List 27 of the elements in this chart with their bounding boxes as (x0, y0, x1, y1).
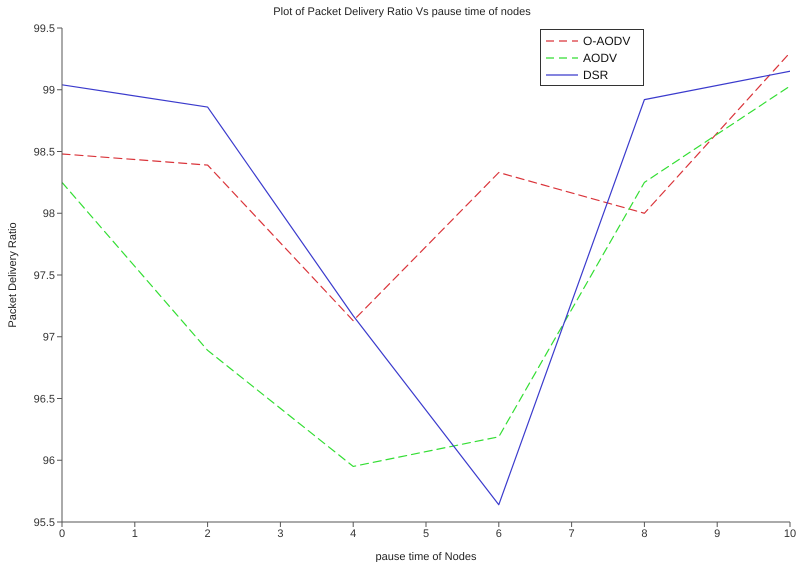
x-tick-label: 6 (496, 528, 502, 540)
x-tick-label: 9 (714, 528, 720, 540)
legend-label: AODV (583, 50, 618, 64)
x-tick-label: 1 (132, 528, 138, 540)
y-tick-label: 96 (42, 455, 55, 468)
x-tick-label: 0 (58, 528, 66, 540)
x-tick-label: 3 (277, 528, 284, 540)
y-tick-label: 98.5 (34, 146, 55, 158)
legend-label: O-AODV (583, 34, 630, 48)
x-tick-label: 5 (422, 528, 430, 540)
y-tick-label: 96.5 (34, 393, 55, 406)
line-series (62, 52, 790, 322)
x-tick-label: 8 (641, 528, 648, 540)
y-tick-label: 95.5 (34, 516, 55, 529)
x-tick-label: 7 (568, 528, 575, 540)
y-tick-label: 99.5 (34, 22, 55, 35)
x-tick-label: 10 (784, 528, 796, 540)
y-tick-label: 99 (42, 84, 55, 97)
y-tick-label: 98 (42, 208, 55, 220)
legend-label: DSR (583, 68, 608, 82)
x-tick-label: 2 (204, 528, 211, 540)
y-tick-label: 97.5 (34, 270, 55, 282)
y-tick-label: 97 (42, 332, 55, 344)
chart-title: Plot of Packet Delivery Ratio Vs pause time of nodes (272, 6, 532, 18)
x-tick-label: 4 (350, 528, 356, 540)
y-axis-title: Packet Delivery Ratio (6, 222, 19, 328)
x-axis-title: pause time of Nodes (376, 551, 477, 562)
